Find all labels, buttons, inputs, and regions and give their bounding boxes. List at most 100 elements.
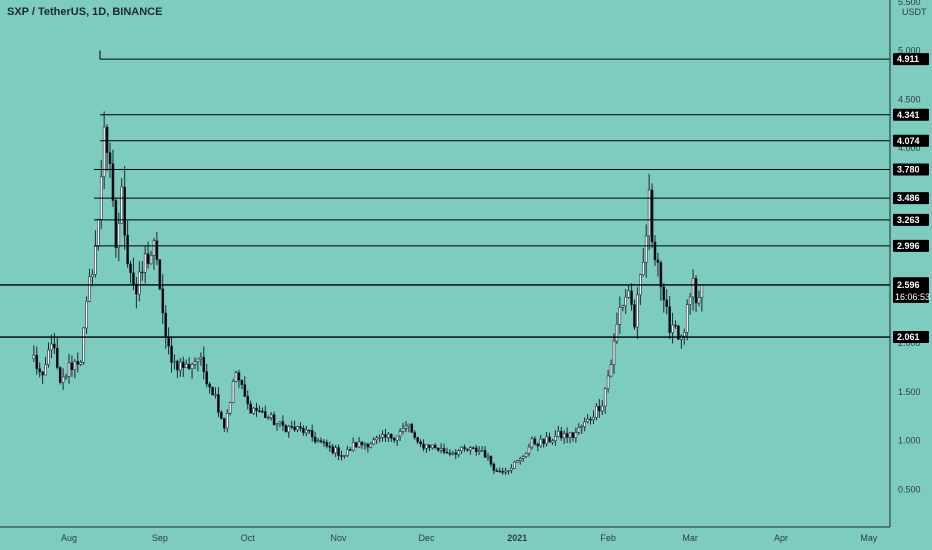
- candle: [158, 259, 162, 291]
- candle: [697, 290, 701, 307]
- candle: [240, 379, 244, 390]
- candle: [296, 425, 299, 433]
- candle: [138, 261, 141, 302]
- x-tick-label: Sep: [152, 533, 168, 543]
- price-levels: [0, 50, 890, 338]
- candle: [378, 434, 381, 443]
- x-tick-label: 2021: [507, 533, 527, 543]
- candle: [293, 420, 296, 432]
- candle: [61, 368, 65, 390]
- candle: [688, 292, 692, 315]
- candle: [656, 252, 660, 277]
- candle: [117, 212, 121, 262]
- candle: [196, 358, 200, 372]
- candle: [246, 390, 250, 410]
- candle: [539, 434, 543, 448]
- candle: [677, 324, 680, 341]
- candle: [559, 426, 563, 441]
- candle: [193, 357, 197, 369]
- candle: [636, 287, 639, 339]
- y-tick-label: 5.000: [898, 46, 921, 56]
- candle: [343, 454, 346, 459]
- candle: [665, 289, 669, 315]
- candle: [143, 245, 147, 284]
- candle: [237, 369, 241, 389]
- candle: [55, 337, 59, 370]
- candle: [501, 467, 504, 475]
- candle: [231, 379, 235, 404]
- candle: [398, 428, 402, 441]
- candle: [310, 424, 314, 442]
- price-level-tag: 4.341: [893, 108, 929, 121]
- candle: [305, 425, 308, 437]
- price-tag-label: 4.911: [897, 54, 919, 64]
- candle: [220, 410, 223, 420]
- candle: [129, 260, 132, 284]
- currency-label: USDT: [902, 7, 927, 17]
- candle: [272, 411, 276, 426]
- y-tick-label: 0.500: [898, 484, 921, 494]
- candle: [258, 405, 261, 413]
- candle: [161, 274, 165, 324]
- price-level-tag: 4.911: [893, 53, 929, 66]
- candle: [381, 430, 384, 442]
- candle: [102, 111, 106, 190]
- y-tick-label: 5.500: [898, 0, 921, 7]
- x-tick-label: May: [860, 533, 878, 543]
- candle: [32, 345, 36, 363]
- candle: [322, 439, 326, 447]
- candle: [225, 409, 229, 433]
- candle: [269, 411, 273, 421]
- candle: [477, 446, 481, 455]
- candle: [340, 450, 343, 461]
- candle: [422, 439, 425, 452]
- price-level-tag: 2.061: [893, 331, 929, 344]
- candle: [691, 269, 695, 311]
- candle: [536, 442, 540, 452]
- chart-title: SXP / TetherUS, 1D, BINANCE: [7, 6, 163, 18]
- candle: [685, 299, 689, 341]
- candle: [554, 430, 557, 446]
- candle: [222, 417, 226, 432]
- candle: [615, 312, 619, 345]
- candle: [451, 450, 455, 456]
- candle: [466, 448, 469, 452]
- candle: [348, 447, 352, 451]
- candle: [123, 166, 126, 250]
- candle: [647, 173, 651, 251]
- candle: [674, 320, 677, 329]
- candle: [606, 369, 610, 393]
- y-tick-label: 4.000: [898, 143, 921, 153]
- candle: [155, 231, 159, 266]
- candle: [583, 417, 586, 432]
- last-price-tag: 2.596 16:06:53: [893, 278, 930, 303]
- candle: [454, 448, 458, 459]
- candle: [521, 454, 525, 462]
- candle: [392, 436, 396, 443]
- y-tick-label: 1.000: [898, 436, 921, 446]
- axes: USDT: [0, 0, 927, 528]
- candle: [641, 248, 645, 277]
- candle: [328, 441, 332, 452]
- candle: [401, 422, 405, 435]
- candle: [278, 421, 282, 428]
- candle: [249, 400, 252, 414]
- candle: [600, 400, 604, 415]
- candle: [565, 427, 569, 444]
- candle: [360, 441, 364, 449]
- candle: [208, 381, 211, 394]
- candle: [243, 376, 247, 397]
- candle: [603, 387, 607, 414]
- candle: [67, 353, 71, 384]
- candle: [650, 183, 654, 249]
- candle: [375, 435, 378, 445]
- candle: [114, 198, 118, 258]
- candle: [170, 336, 173, 373]
- candle: [64, 373, 68, 381]
- x-tick-label: Apr: [774, 533, 788, 543]
- candle: [384, 428, 387, 442]
- candle: [47, 342, 50, 368]
- candle: [214, 387, 217, 399]
- candle: [334, 445, 337, 458]
